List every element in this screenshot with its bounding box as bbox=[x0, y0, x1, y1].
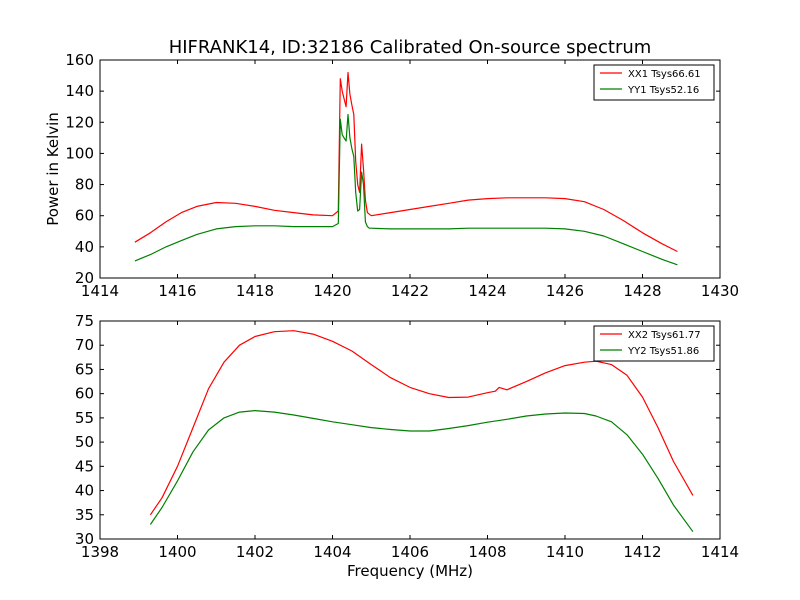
top-x-tick-label: 1426 bbox=[546, 282, 584, 300]
bottom-y-tick-label: 35 bbox=[75, 506, 94, 524]
bottom-y-tick-label: 50 bbox=[75, 433, 94, 451]
bottom-y-tick-label: 45 bbox=[75, 457, 94, 475]
top-x-tick-label: 1424 bbox=[468, 282, 506, 300]
top-plot: 1414 1416 1418 1420 1422 1424 1426 1428 1430 20 40… bbox=[44, 51, 739, 300]
top-x-tick-label: 1414 bbox=[81, 282, 119, 300]
bottom-series-line-1 bbox=[149, 330, 694, 516]
top-y-tick-label: 160 bbox=[65, 51, 94, 69]
bottom-x-tick-label: 1414 bbox=[701, 543, 739, 561]
bottom-legend-label-yy2: YY2 Tsys51.86 bbox=[627, 346, 699, 357]
bottom-y-tick-label: 70 bbox=[75, 336, 94, 354]
bottom-x-tick-label: 1412 bbox=[623, 543, 661, 561]
bottom-legend: XX2 Tsys61.77 YY2 Tsys51.86 bbox=[593, 325, 715, 362]
top-y-tick-label: 20 bbox=[75, 269, 94, 287]
top-legend: XX1 Tsys66.61 YY1 Tsys52.16 bbox=[593, 64, 715, 101]
top-x-tick-label: 1422 bbox=[391, 282, 429, 300]
bottom-legend-box bbox=[593, 325, 715, 362]
top-y-tick-label: 100 bbox=[65, 144, 94, 162]
bottom-legend-label-xx2: XX2 Tsys61.77 bbox=[628, 330, 701, 341]
chart-title: HIFRANK14, ID:32186 Calibrated On-source… bbox=[169, 37, 652, 58]
bottom-x-tick-label: 1402 bbox=[236, 543, 274, 561]
bottom-y-tick-label: 60 bbox=[75, 385, 94, 403]
top-series-line-1 bbox=[134, 71, 678, 253]
bottom-y-tick-label: 40 bbox=[75, 482, 94, 500]
top-legend-label-xx1: XX1 Tsys66.61 bbox=[628, 69, 701, 80]
top-series-layer bbox=[134, 71, 678, 266]
bottom-y-tick-label: 30 bbox=[75, 530, 94, 548]
top-x-tick-label: 1416 bbox=[158, 282, 196, 300]
top-y-tick-label: 60 bbox=[75, 207, 94, 225]
top-y-axis-label: Power in Kelvin bbox=[44, 112, 62, 226]
bottom-y-tick-label: 65 bbox=[75, 360, 94, 378]
top-x-tick-label: 1418 bbox=[236, 282, 274, 300]
bottom-x-tick-label: 1400 bbox=[158, 543, 196, 561]
bottom-x-tick-label: 1408 bbox=[468, 543, 506, 561]
top-y-tick-label: 120 bbox=[65, 113, 94, 131]
top-legend-label-yy1: YY1 Tsys52.16 bbox=[627, 85, 699, 96]
top-y-tick-label: 40 bbox=[75, 238, 94, 256]
bottom-plot: 1398 1400 1402 1404 1406 1408 1410 1412 1414 30 35… bbox=[75, 312, 739, 580]
top-ticks-layer: 1414 1416 1418 1420 1422 1424 1426 1428 1430 20 40… bbox=[65, 51, 739, 300]
bottom-series-layer bbox=[149, 330, 694, 533]
x-axis-label: Frequency (MHz) bbox=[347, 562, 473, 580]
bottom-ticks-layer: 1398 1400 1402 1404 1406 1408 1410 1412 1414 30 35… bbox=[75, 312, 739, 561]
bottom-x-tick-label: 1398 bbox=[81, 543, 119, 561]
top-y-tick-label: 80 bbox=[75, 176, 94, 194]
bottom-y-tick-label: 75 bbox=[75, 312, 94, 330]
bottom-x-tick-label: 1410 bbox=[546, 543, 584, 561]
bottom-y-tick-label: 55 bbox=[75, 409, 94, 427]
top-y-tick-label: 140 bbox=[65, 82, 94, 100]
top-x-tick-label: 1420 bbox=[313, 282, 351, 300]
bottom-series-line-2 bbox=[149, 410, 694, 533]
top-legend-box bbox=[593, 64, 715, 101]
top-x-tick-label: 1428 bbox=[623, 282, 661, 300]
top-series-line-2 bbox=[134, 113, 678, 266]
bottom-x-tick-label: 1406 bbox=[391, 543, 429, 561]
bottom-x-tick-label: 1404 bbox=[313, 543, 351, 561]
top-x-tick-label: 1430 bbox=[701, 282, 739, 300]
